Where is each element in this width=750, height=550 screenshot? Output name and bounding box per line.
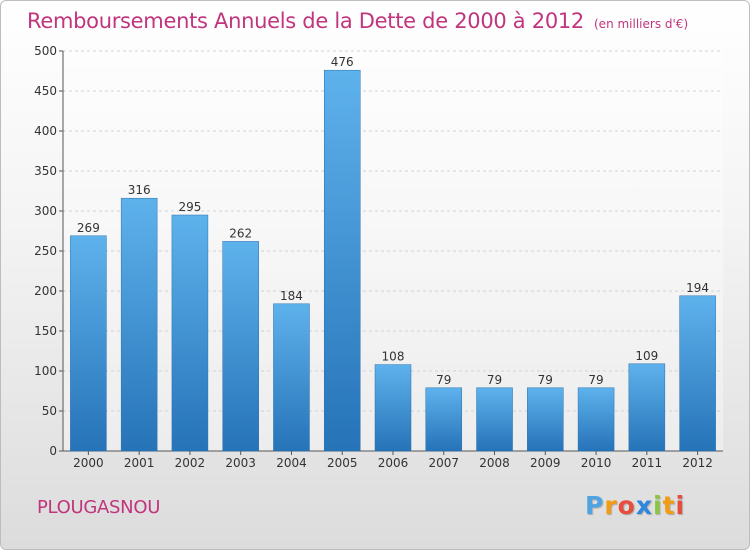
y-tick-label: 200 [34, 284, 57, 298]
x-tick-label-2005: 2005 [327, 456, 358, 470]
value-label-2011: 109 [635, 349, 658, 363]
y-tick-label: 150 [34, 324, 57, 338]
logo-letter: i [653, 491, 663, 520]
y-tick-label: 350 [34, 164, 57, 178]
x-tick-label-2008: 2008 [479, 456, 510, 470]
labels: 0 50 100 150 200 250 300 350 400 450 500 269 2000 316… [34, 44, 713, 470]
bar-2006 [374, 364, 412, 452]
x-tick-label-2010: 2010 [581, 456, 612, 470]
x-tick-label-2009: 2009 [530, 456, 561, 470]
value-label-2003: 262 [229, 226, 252, 240]
logo-letter: i [675, 491, 686, 520]
bar-2011 [628, 363, 666, 452]
bar-2002 [171, 214, 209, 452]
value-label-2000: 269 [77, 221, 100, 235]
value-label-2008: 79 [487, 373, 502, 387]
value-label-2009: 79 [538, 373, 553, 387]
bar-2009 [527, 387, 564, 452]
bar-2003 [222, 241, 259, 452]
y-tick-label: 300 [34, 204, 57, 218]
bar-2005 [323, 69, 361, 452]
chart-title-text: Remboursements Annuels de la Dette de 20… [27, 9, 584, 33]
y-tick-label: 0 [49, 444, 57, 458]
bar-2008 [476, 387, 513, 452]
value-label-2001: 316 [128, 183, 151, 197]
bar-2012 [679, 295, 716, 452]
y-tick-label: 100 [34, 364, 57, 378]
chart-title: Remboursements Annuels de la Dette de 20… [27, 9, 688, 33]
bars [70, 69, 716, 452]
logo-letter: x [635, 491, 653, 520]
y-tick-label: 500 [34, 44, 57, 58]
proxiti-logo: Proxiti [585, 491, 685, 520]
x-tick-label-2011: 2011 [632, 456, 663, 470]
bar-2010 [577, 387, 615, 452]
commune-name: PLOUGASNOU [37, 497, 161, 518]
logo-letter: t [662, 491, 676, 520]
x-tick-label-2012: 2012 [682, 456, 713, 470]
logo-letter: P [585, 491, 605, 520]
y-tick-label: 50 [42, 404, 57, 418]
x-tick-label-2006: 2006 [378, 456, 409, 470]
x-tick-label-2002: 2002 [175, 456, 206, 470]
x-tick-label-2003: 2003 [225, 456, 256, 470]
value-label-2004: 184 [280, 289, 303, 303]
value-label-2007: 79 [436, 373, 451, 387]
x-tick-label-2004: 2004 [276, 456, 307, 470]
y-tick-label: 250 [34, 244, 57, 258]
x-tick-label-2007: 2007 [428, 456, 459, 470]
value-label-2006: 108 [382, 350, 405, 364]
logo-letter: r [604, 491, 618, 520]
chart-unit: (en milliers d'€) [594, 17, 689, 31]
bar-2001 [120, 197, 158, 452]
y-tick-label: 450 [34, 84, 57, 98]
x-tick-label-2000: 2000 [73, 456, 104, 470]
y-tick-label: 400 [34, 124, 57, 138]
value-label-2005: 476 [331, 55, 354, 69]
bar-2007 [425, 387, 463, 452]
value-label-2010: 79 [588, 373, 603, 387]
bar-2000 [70, 235, 107, 452]
bar-2004 [273, 303, 310, 452]
x-tick-label-2001: 2001 [124, 456, 155, 470]
value-label-2012: 194 [686, 281, 709, 295]
value-label-2002: 295 [178, 200, 201, 214]
logo-letter: o [617, 491, 636, 520]
